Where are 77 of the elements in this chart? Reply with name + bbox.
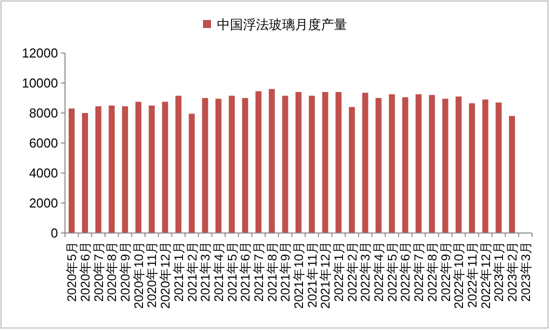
bar: [468, 103, 475, 233]
bar: [456, 96, 462, 233]
bar: [348, 107, 355, 233]
x-tick-label: 2021年7月: [252, 241, 266, 302]
x-tick-label: 2020年9月: [118, 241, 133, 302]
bar: [388, 94, 395, 233]
bar: [202, 98, 208, 233]
bar: [108, 106, 115, 233]
bar: [296, 92, 302, 233]
bar: [308, 96, 315, 233]
legend-label: 中国浮法玻璃月度产量: [217, 17, 347, 32]
bar: [362, 92, 368, 233]
x-tick-label: 2022年4月: [372, 241, 386, 302]
bar: [402, 97, 408, 233]
x-tick-label: 2020年10月: [132, 241, 146, 309]
x-tick-label: 2023年2月: [505, 241, 520, 302]
y-tick-label: 6000: [29, 136, 58, 150]
bar: [416, 94, 422, 233]
x-tick-label: 2020年11月: [145, 241, 160, 308]
bar: [282, 96, 288, 233]
bar: [122, 106, 128, 233]
bar: [175, 96, 182, 233]
x-tick-label: 2021年5月: [225, 241, 240, 302]
x-tick-label: 2023年1月: [492, 241, 506, 302]
x-tick-label: 2022年10月: [452, 241, 466, 309]
y-tick-label: 4000: [29, 166, 58, 180]
y-tick-label: 8000: [29, 106, 58, 120]
x-tick-label: 2020年7月: [92, 241, 106, 302]
x-tick-label: 2022年2月: [345, 241, 360, 302]
x-tick-label: 2022年3月: [358, 241, 373, 302]
x-tick-label: 2020年5月: [65, 241, 80, 302]
bar: [228, 96, 235, 233]
bar: [135, 102, 142, 233]
bar: [496, 102, 502, 233]
x-tick-label: 2023年3月: [518, 241, 533, 302]
x-tick-label: 2022年1月: [332, 241, 346, 302]
x-tick-label: 2021年8月: [265, 241, 280, 302]
x-tick-label: 2021年1月: [172, 241, 186, 302]
x-tick-label: 2021年12月: [318, 241, 333, 309]
x-tick-label: 2022年9月: [438, 241, 453, 302]
bar: [322, 92, 328, 233]
bar: [442, 98, 448, 233]
x-tick-label: 2021年11月: [305, 241, 320, 308]
x-tick-label: 2021年9月: [278, 241, 293, 302]
x-tick-label: 2020年6月: [78, 241, 93, 302]
bar: [148, 106, 155, 233]
bar: [376, 98, 382, 233]
bar: [255, 91, 262, 233]
y-tick-label: 0: [50, 226, 58, 240]
x-tick-label: 2022年8月: [425, 241, 440, 302]
x-tick-label: 2022年11月: [465, 241, 480, 308]
bar: [268, 89, 275, 233]
bar: [242, 98, 248, 233]
bar: [68, 108, 75, 233]
y-tick-label: 12000: [22, 46, 58, 60]
x-tick-label: 2021年3月: [198, 241, 213, 302]
bar: [215, 98, 222, 233]
bar: [428, 95, 435, 233]
x-tick-label: 2022年12月: [478, 241, 493, 309]
bar: [82, 113, 88, 233]
bar: [336, 92, 342, 233]
x-tick-label: 2022年5月: [385, 241, 400, 302]
y-tick-label: 10000: [22, 76, 58, 90]
x-tick-label: 2020年12月: [158, 241, 173, 309]
x-tick-label: 2021年4月: [212, 241, 226, 302]
x-tick-label: 2022年6月: [398, 241, 413, 302]
x-tick-label: 2020年8月: [105, 241, 120, 302]
x-tick-label: 2021年6月: [238, 241, 253, 302]
bar: [162, 102, 168, 233]
bar: [508, 116, 515, 233]
bar: [188, 114, 195, 233]
bar: [482, 100, 488, 233]
x-tick-label: 2021年2月: [185, 241, 200, 302]
x-tick-label: 2022年7月: [412, 241, 426, 302]
bar: [95, 106, 102, 233]
x-tick-label: 2021年10月: [292, 241, 306, 309]
y-tick-label: 2000: [29, 196, 58, 210]
